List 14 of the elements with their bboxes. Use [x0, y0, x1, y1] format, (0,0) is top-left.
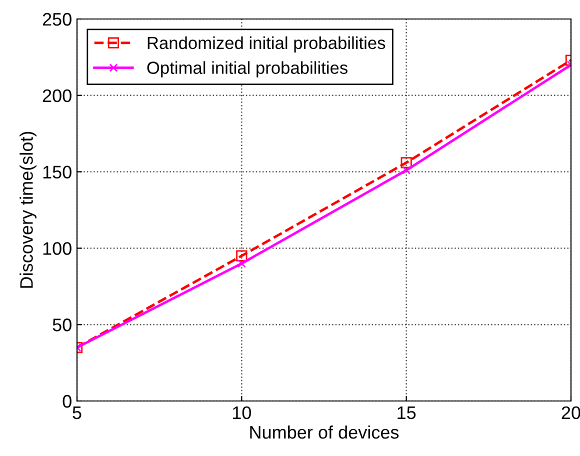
x-axis-title: Number of devices: [250, 425, 399, 439]
x-tick-label: 10: [233, 406, 252, 420]
x-tick-label: 5: [72, 406, 82, 420]
y-tick-label: 100: [43, 242, 72, 255]
legend-label: Randomized initial probabilities: [148, 36, 386, 53]
y-tick-label: 150: [43, 166, 72, 179]
y-tick-label: 50: [52, 318, 72, 332]
y-tick-label: 0: [62, 394, 72, 408]
x-tick-label: 15: [398, 406, 416, 420]
legend-label: Optimal initial probabilities: [147, 61, 348, 78]
y-tick-label: 200: [42, 89, 72, 102]
x-tick-label: 20: [562, 406, 580, 420]
y-axis-title: Discovery time(slot): [20, 132, 36, 288]
y-tick-label: 250: [42, 12, 72, 26]
